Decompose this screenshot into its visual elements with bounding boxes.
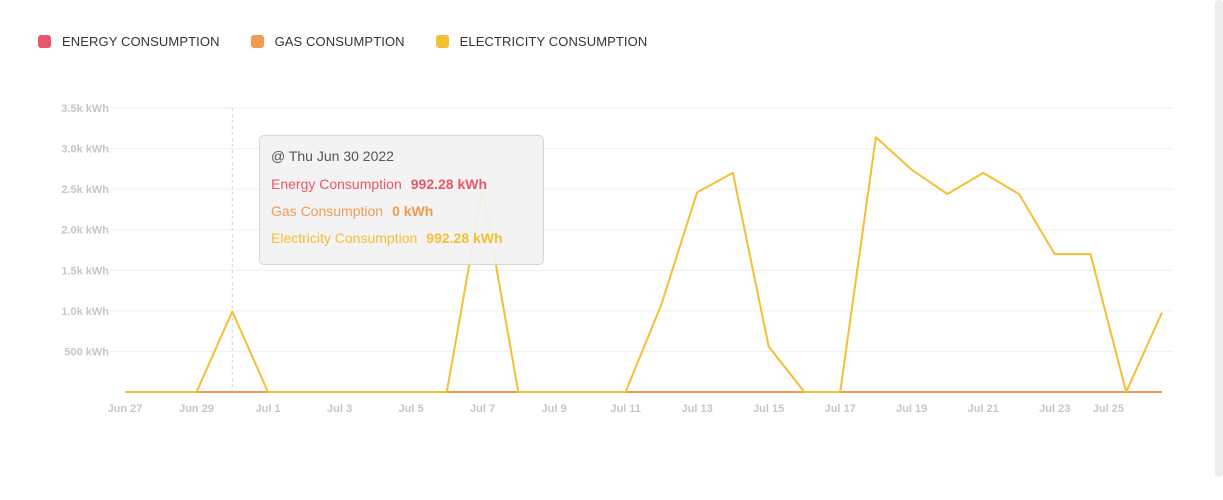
x-tick-label: Jul 21 <box>968 403 999 415</box>
x-tick-label: Jul 1 <box>255 403 280 415</box>
x-tick-label: Jul 3 <box>327 403 352 415</box>
tooltip-label-energy: Energy Consumption <box>271 176 402 192</box>
tooltip-value-energy: 992.28 kWh <box>410 176 488 192</box>
tooltip-label-gas: Gas Consumption <box>271 203 384 219</box>
legend-swatch-electricity <box>435 35 449 48</box>
y-tick-label: 1.0k kWh <box>61 306 109 318</box>
x-tick-label: Jul 25 <box>1093 403 1124 415</box>
x-tick-label: Jun 29 <box>179 403 214 415</box>
tooltip-value-electricity: 992.28 kWh <box>426 230 503 246</box>
legend-item-gas[interactable]: GAS CONSUMPTION <box>250 34 405 49</box>
x-tick-label: Jul 13 <box>682 403 713 415</box>
tooltip-date: @ Thu Jun 30 2022 <box>271 148 394 164</box>
legend-item-electricity[interactable]: ELECTRICITY CONSUMPTION <box>435 34 648 49</box>
x-tick-label: Jul 11 <box>610 403 641 415</box>
x-tick-label: Jul 5 <box>399 403 424 415</box>
x-tick-label: Jul 15 <box>753 403 784 415</box>
series-line-electricity <box>125 136 1163 393</box>
chart-legend: ENERGY CONSUMPTION GAS CONSUMPTION ELECT… <box>38 34 678 49</box>
y-tick-label: 3.5k kWh <box>61 103 109 115</box>
legend-label-gas: GAS CONSUMPTION <box>274 34 405 49</box>
tooltip-row-energy: Energy Consumption 992.28 kWh <box>271 176 532 192</box>
legend-label-electricity: ELECTRICITY CONSUMPTION <box>459 34 648 49</box>
legend-label-energy: ENERGY CONSUMPTION <box>62 34 220 49</box>
x-tick-label: Jul 7 <box>470 403 495 415</box>
y-tick-label: 2.0k kWh <box>61 225 109 237</box>
x-tick-label: Jul 17 <box>825 403 856 415</box>
y-tick-label: 500 kWh <box>64 346 109 358</box>
tooltip-label-electricity: Electricity Consumption <box>271 230 418 246</box>
legend-swatch-gas <box>250 35 264 48</box>
y-tick-label: 2.5k kWh <box>61 184 109 196</box>
tooltip-row-gas: Gas Consumption 0 kWh <box>271 203 532 219</box>
y-tick-label: 3.0k kWh <box>61 144 109 156</box>
x-tick-label: Jul 23 <box>1039 403 1070 415</box>
x-tick-label: Jun 27 <box>108 403 143 415</box>
y-tick-label: 1.5k kWh <box>61 265 109 277</box>
x-tick-label: Jul 19 <box>896 403 927 415</box>
tooltip-row-electricity: Electricity Consumption 992.28 kWh <box>271 230 532 246</box>
vertical-scrollbar[interactable] <box>1215 0 1223 477</box>
tooltip-value-gas: 0 kWh <box>392 203 434 219</box>
chart-tooltip: @ Thu Jun 30 2022 Energy Consumption 992.… <box>259 135 544 265</box>
legend-swatch-energy <box>38 35 51 48</box>
x-tick-label: Jul 9 <box>542 403 567 415</box>
legend-item-energy[interactable]: ENERGY CONSUMPTION <box>38 34 220 49</box>
